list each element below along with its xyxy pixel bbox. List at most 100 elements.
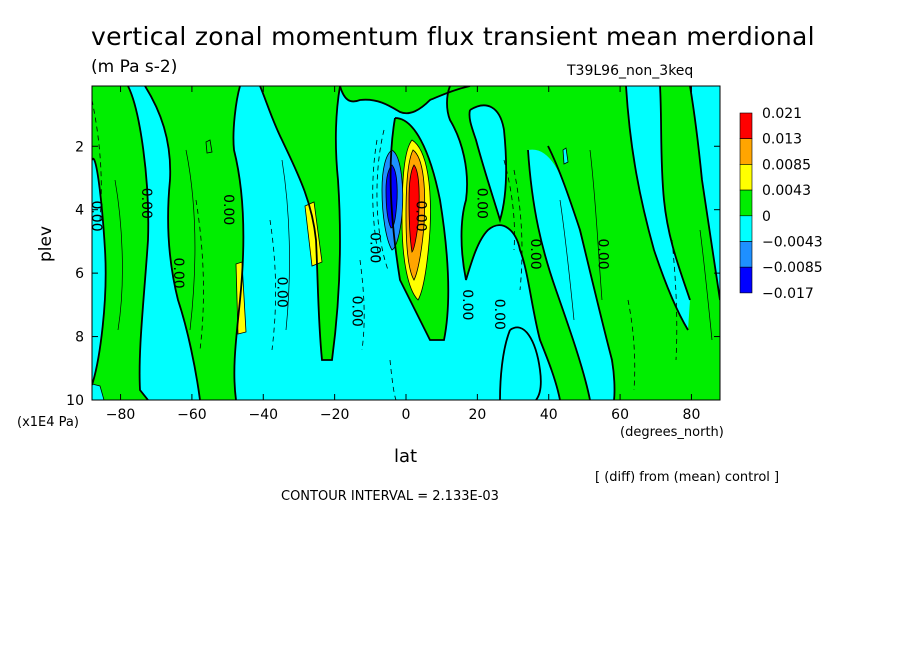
colorbar-label: −0.0043 [762,235,823,251]
positive-contours [114,149,713,341]
y-tick-label: 6 [75,266,84,282]
contour-label: 0.00 [274,277,290,308]
colorbar: 0.021 0.013 0.0085 0.0043 0 −0.0043 −0.0085 −0.… [739,106,823,302]
colorbar-swatch [739,138,753,165]
contour-label: 0.00 [413,200,429,231]
contour-labels: 0.00 0.00 0.00 0.00 0.00 0.00 0.00 0.00 0.00 0.00… [88,188,611,330]
lower-left-blue [92,383,105,400]
cyan-patch-north [562,147,569,165]
negative-contour-4 [359,259,365,351]
colorbar-swatch [739,112,753,140]
x-tick-label: 40 [540,407,558,423]
contour-label: 0.00 [366,232,382,263]
positive-max-red [408,164,420,253]
negative-contour-2 [195,199,204,351]
zero-contour-11 [547,145,616,400]
zero-contour-1 [127,86,150,400]
positive-contour-6 [699,229,713,341]
colorbar-swatch [739,266,753,294]
axes: −80 −60 −40 −20 0 20 40 60 80 2 4 6 8 10 [66,86,720,423]
contour-label: 0.00 [88,200,104,231]
diff-note: [ (diff) from (mean) control ] [595,470,780,485]
x-tick-label: 60 [611,407,629,423]
zero-contour-6 [339,86,471,115]
zero-contour-12 [625,86,689,331]
colorbar-swatch [739,189,753,217]
cyan-region-east-3 [626,86,690,330]
x-tick-label: −20 [320,407,350,423]
cyan-region-lower-east [500,327,541,400]
run-label: T39L96_non_3keq [567,63,694,79]
contour-field [92,86,720,400]
negative-contour-11 [671,239,678,361]
x-axis-label: lat [394,446,418,467]
green-patch-south [205,139,213,154]
colorbar-label: 0.021 [762,106,802,122]
zero-contour-8 [446,86,561,400]
x-tick-label: −80 [106,407,136,423]
zero-contour-10 [527,149,591,400]
green-region-subtropic [260,86,340,360]
colorbar-swatch [739,215,753,242]
positive-contour-3 [281,159,290,331]
zero-contour-14 [689,86,720,301]
x-tick-label: 80 [683,407,701,423]
negative-contour-6 [376,129,389,271]
zero-contour-15 [499,329,511,400]
x-tick-label: 0 [402,407,411,423]
contour-label: 0.00 [220,194,236,225]
negative-contours [92,99,678,400]
cyan-region-east-2 [528,149,615,400]
contour-label: 0.00 [348,296,364,327]
colorbar-swatch [739,164,753,191]
negative-contour-9 [513,169,523,291]
x-tick-label: −60 [177,407,207,423]
green-region-upper-band [340,86,470,114]
zero-contour-5 [259,86,341,361]
zero-contour-2 [92,157,107,386]
colorbar-label: −0.0085 [762,260,823,276]
y-axis-unit: (x1E4 Pa) [17,415,79,430]
contour-label: 0.00 [138,188,154,219]
negative-contour-10 [627,299,636,391]
colorbar-label: 0.0085 [762,157,811,173]
contour-interval: CONTOUR INTERVAL = 2.133E-03 [281,489,499,504]
colorbar-label: 0.013 [762,132,802,148]
chart-title: vertical zonal momentum flux transient m… [91,22,815,51]
colorbar-swatch [739,241,753,268]
zero-contours [92,86,720,400]
zero-contour-16 [509,326,542,400]
y-tick-label: 2 [75,139,84,155]
contour-label: 0.00 [491,299,507,330]
zero-contour-13 [659,86,691,301]
colorbar-label: −0.017 [762,286,814,302]
negative-contour-8 [503,159,515,251]
x-tick-label: −40 [248,407,278,423]
cyan-region-east-1 [469,105,507,220]
positive-contour-4 [559,199,575,321]
green-region-west [92,86,149,400]
negative-contour-1 [92,99,102,221]
contour-label: 0.00 [459,289,475,320]
y-tick-label: 8 [75,330,84,346]
contour-label: 0.00 [473,188,489,219]
colorbar-label: 0.0043 [762,183,811,199]
zero-contour-3 [144,86,201,400]
colorbar-label: 0 [762,209,771,225]
chart-units: (m Pa s-2) [91,57,178,77]
zero-contour-7 [389,117,450,341]
contour-label: 0.00 [595,239,611,270]
contour-label: 0.00 [527,239,543,270]
y-tick-label: 10 [66,393,84,409]
positive-contour-2 [185,149,196,331]
y-tick-label: 4 [75,203,84,219]
contour-label: 0.00 [170,258,186,289]
negative-contour-7 [389,359,397,400]
positive-contour-1 [114,179,123,331]
x-tick-label: 20 [468,407,486,423]
yellow-patch-30s [304,201,323,267]
negative-contour-5 [372,139,381,261]
x-axis-unit: (degrees_north) [620,425,724,440]
positive-contour-5 [589,149,603,301]
